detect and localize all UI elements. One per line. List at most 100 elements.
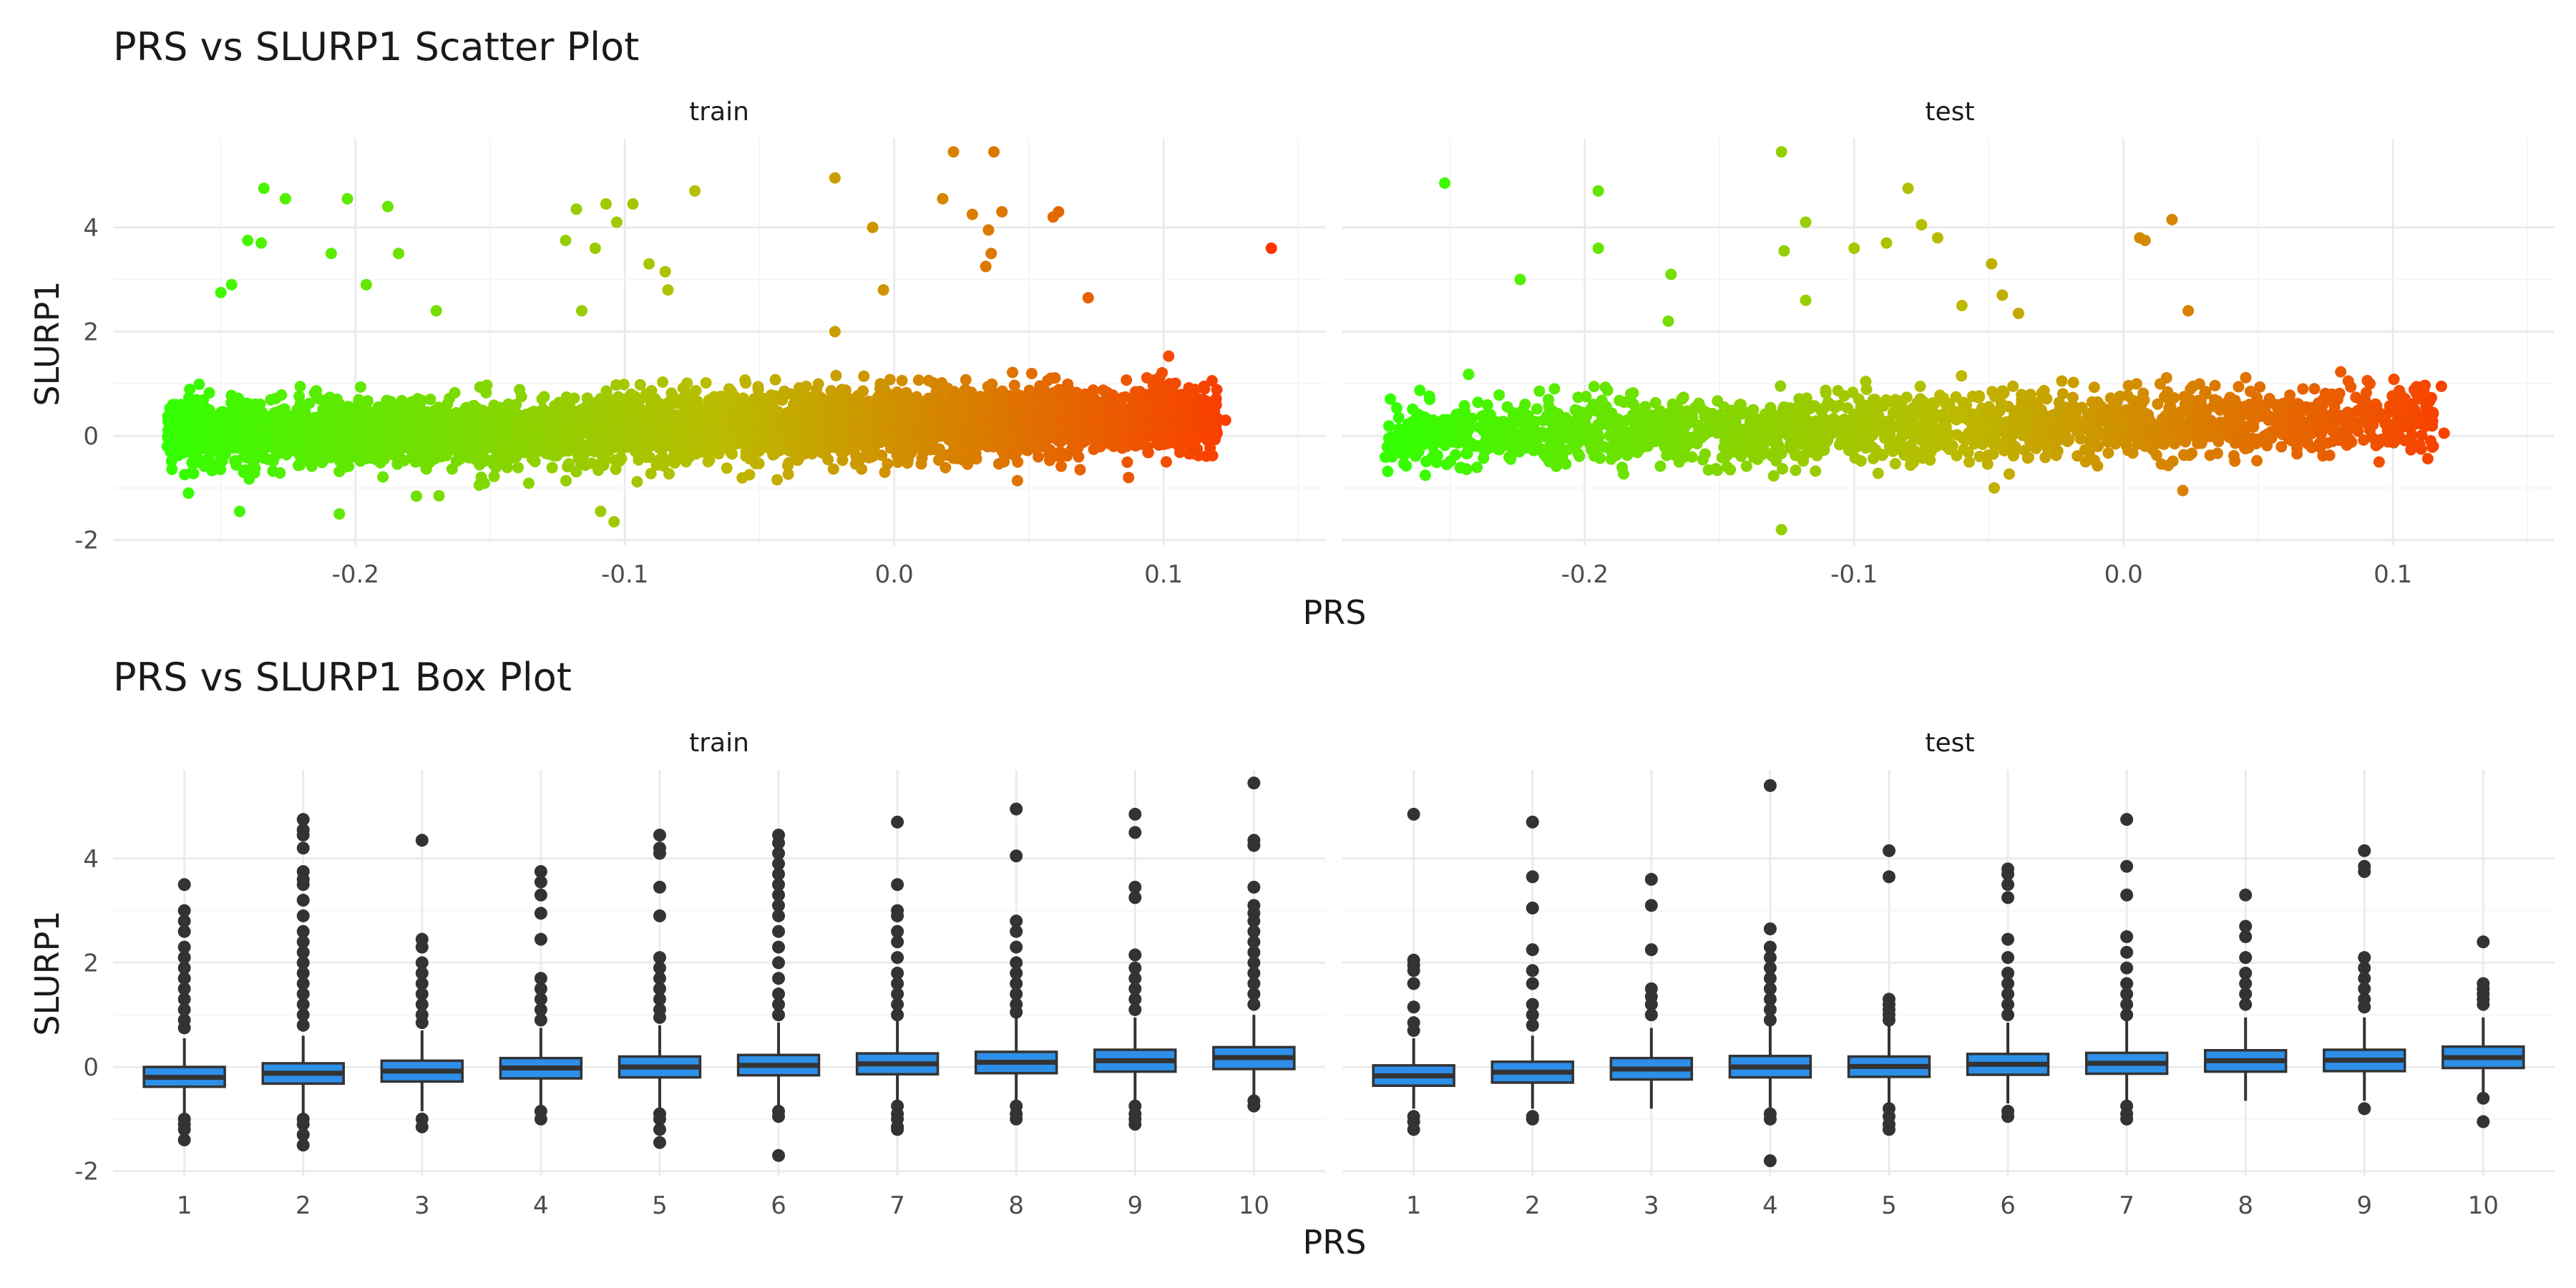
scatter-point <box>683 420 696 432</box>
scatter-point <box>684 405 696 417</box>
scatter-point <box>430 417 442 429</box>
scatter-point <box>2050 449 2062 462</box>
scatter-point <box>903 443 915 455</box>
scatter-point <box>215 406 228 418</box>
scatter-point <box>1153 371 1166 384</box>
scatter-point <box>250 448 263 460</box>
scatter-point <box>1055 435 1067 447</box>
scatter-point <box>588 446 600 458</box>
scatter-point <box>341 192 353 205</box>
scatter-point <box>663 468 675 480</box>
scatter-point <box>193 379 205 391</box>
scatter-point <box>830 369 842 381</box>
scatter-point <box>773 414 785 426</box>
scatter-point <box>747 417 759 429</box>
scatter-point <box>166 463 178 475</box>
scatter-point <box>975 439 987 451</box>
scatter-point <box>308 411 321 424</box>
scatter-point <box>1011 474 1023 487</box>
scatter-point <box>412 426 424 439</box>
scatter-point <box>879 466 891 478</box>
scatter-y-tick-label: 0 <box>83 422 99 451</box>
scatter-point <box>1007 366 1019 379</box>
scatter-point <box>1041 408 1053 420</box>
scatter-point <box>615 424 628 436</box>
scatter-point <box>363 439 375 452</box>
scatter-point <box>1165 435 1177 447</box>
scatter-point <box>905 404 917 416</box>
scatter-point <box>185 467 197 479</box>
scatter-point <box>681 377 693 389</box>
scatter-point <box>274 429 286 441</box>
scatter-point <box>459 404 471 416</box>
scatter-point <box>488 470 500 482</box>
scatter-point <box>662 284 674 296</box>
scatter-point <box>589 242 601 254</box>
scatter-point <box>179 426 191 438</box>
scatter-point <box>827 463 839 475</box>
scatter-point <box>447 420 459 432</box>
scatter-point <box>610 463 622 475</box>
scatter-point <box>1158 403 1171 415</box>
scatter-point <box>708 391 721 403</box>
scatter-point <box>484 436 496 448</box>
scatter-point <box>479 416 491 429</box>
scatter-point <box>1838 390 1850 402</box>
scatter-point <box>668 424 680 436</box>
scatter-point <box>294 418 306 430</box>
scatter-point <box>652 413 664 425</box>
scatter-point <box>1219 414 1231 426</box>
scatter-x-tick-label: 0.1 <box>1144 560 1183 589</box>
scatter-point <box>1033 451 1045 463</box>
scatter-point <box>430 305 442 317</box>
scatter-point <box>609 394 621 406</box>
scatter-point <box>294 398 306 410</box>
scatter-point <box>784 423 796 435</box>
scatter-point <box>970 447 982 459</box>
scatter-point <box>628 392 640 404</box>
scatter-point <box>763 442 776 454</box>
scatter-point <box>261 453 273 465</box>
scatter-title: PRS vs SLURP1 Scatter Plot <box>113 24 639 69</box>
scatter-point <box>579 459 591 472</box>
scatter-point <box>691 442 703 454</box>
scatter-y-tick-label: 4 <box>83 214 99 243</box>
scatter-point <box>478 477 490 489</box>
scatter-point <box>835 431 847 443</box>
scatter-point <box>922 374 935 386</box>
scatter-point <box>600 414 612 426</box>
scatter-point <box>962 411 975 424</box>
scatter-point <box>782 468 794 480</box>
scatter-point <box>381 200 394 213</box>
scatter-point <box>764 434 776 446</box>
scatter-point <box>756 421 768 434</box>
scatter-point <box>2162 386 2174 398</box>
scatter-point <box>418 457 430 469</box>
scatter-point <box>1981 458 1994 470</box>
scatter-point <box>1914 380 1926 392</box>
scatter-point <box>1108 440 1120 452</box>
scatter-point <box>947 146 960 158</box>
scatter-point <box>496 426 508 439</box>
scatter-point <box>512 462 524 474</box>
scatter-point <box>1180 391 1192 404</box>
scatter-point <box>829 326 841 338</box>
scatter-point <box>356 429 368 441</box>
scatter-point <box>1019 416 1031 429</box>
scatter-point <box>303 438 315 450</box>
scatter-point <box>281 436 293 448</box>
scatter-point <box>750 457 762 469</box>
scatter-point <box>461 451 473 463</box>
scatter-point <box>600 386 613 398</box>
scatter-point <box>2251 454 2263 467</box>
scatter-point <box>450 455 462 467</box>
scatter-point <box>1184 440 1196 452</box>
scatter-point <box>1134 437 1146 449</box>
scatter-point <box>874 378 887 390</box>
scatter-point <box>433 401 445 414</box>
scatter-point <box>891 386 903 399</box>
scatter-point <box>941 449 953 462</box>
scatter-point <box>1062 378 1074 390</box>
scatter-point <box>640 388 653 400</box>
